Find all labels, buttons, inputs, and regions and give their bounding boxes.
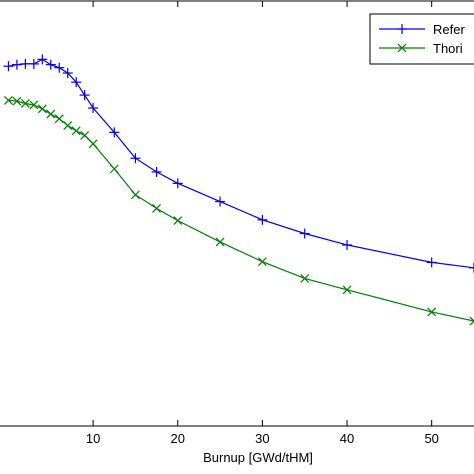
data-point [71,77,82,88]
data-point [109,127,120,138]
data-point [152,204,162,213]
legend: Refer Thori [369,13,474,65]
data-point [342,239,353,250]
data-point [131,190,140,200]
data-point [3,61,14,72]
data-point [46,109,56,119]
data-point [37,54,48,65]
data-point [215,237,225,247]
data-point [29,100,39,110]
data-point [79,90,90,101]
data-point [109,164,119,174]
legend-label-thori: Thori [433,41,463,56]
data-point [88,103,99,114]
data-point [299,228,310,239]
data-point [257,257,267,267]
data-point [4,95,13,105]
data-point [62,68,73,79]
x-tick-label-2: 30 [255,431,269,446]
x-tick-label-1: 20 [171,431,185,446]
legend-box [369,13,474,65]
data-point [88,139,98,149]
data-point [20,58,31,69]
data-point [11,59,22,70]
data-point [342,285,352,295]
legend-marker-refer [397,24,407,34]
data-point [215,196,226,207]
data-point [257,214,268,225]
data-point [80,130,90,140]
data-point [172,178,183,189]
data-point [63,121,73,130]
data-point [71,126,81,136]
data-point [12,96,22,106]
data-point [28,58,39,69]
data-point [173,216,183,226]
data-point [427,307,437,317]
x-tick-label-4: 50 [424,431,438,446]
x-ticks: 10 20 30 40 50 [86,1,439,446]
x-axis-label: Burnup [GWd/tHM] [203,450,313,465]
data-point [300,273,310,283]
data-point [54,114,64,124]
x-tick-label-3: 40 [340,431,354,446]
data-point [54,62,65,73]
data-point [469,262,474,273]
data-point [37,104,47,114]
series-layer [3,54,474,326]
x-tick-label-0: 10 [86,431,100,446]
data-point [426,257,437,268]
data-point [151,166,162,177]
axes-layer [0,0,474,427]
legend-label-refer: Refer [433,22,465,37]
data-point [20,99,30,108]
data-point [469,316,474,326]
data-point [130,153,141,164]
legend-marker-thori [397,43,407,53]
data-point [45,59,56,70]
